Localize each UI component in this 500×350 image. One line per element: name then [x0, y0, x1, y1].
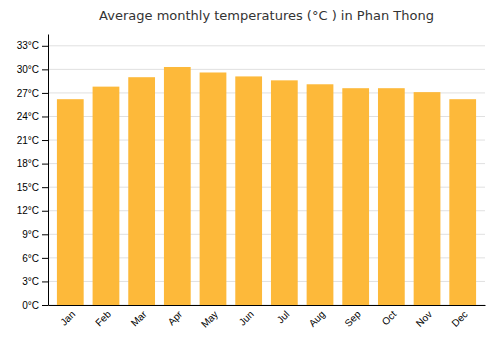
bar: [93, 87, 120, 305]
y-tick-mark: [42, 69, 48, 70]
x-tick: Dec: [449, 309, 469, 329]
y-tick-label: 33°C: [17, 40, 39, 51]
grid: [48, 46, 485, 305]
y-tick: 24°C: [17, 111, 48, 122]
y-axis: 0°C 3°C 6°C 9°C 12°C 15°C 18°C 21°C 24°C 27°C 30°C…: [17, 35, 49, 311]
x-tick: Apr: [166, 308, 185, 327]
y-tick-label: 24°C: [17, 111, 39, 122]
bar: [164, 67, 191, 305]
y-tick: 3°C: [22, 276, 48, 287]
bar: [414, 92, 441, 305]
grid-line: [48, 69, 485, 70]
y-tick-mark: [42, 234, 48, 235]
y-tick-label: 18°C: [17, 158, 39, 169]
bar: [449, 99, 476, 305]
x-tick: Feb: [93, 308, 113, 328]
y-tick-mark: [42, 46, 48, 47]
y-tick: 33°C: [17, 40, 48, 51]
x-tick: May: [199, 309, 220, 330]
title: Average monthly temperatures (°C ) in Ph…: [99, 8, 434, 23]
y-tick-mark: [42, 187, 48, 188]
x-tick: Nov: [414, 309, 434, 329]
x-tick-label: Oct: [380, 308, 399, 327]
y-tick-label: 21°C: [17, 135, 39, 146]
bar: [235, 76, 262, 305]
x-tick-label: Jan: [58, 309, 77, 328]
y-tick: 12°C: [17, 205, 48, 216]
y-tick-mark: [42, 258, 48, 259]
x-tick: Sep: [342, 308, 363, 329]
y-tick-label: 3°C: [22, 276, 39, 287]
y-tick: 27°C: [17, 88, 48, 99]
x-tick-label: Apr: [166, 308, 185, 327]
y-tick: 21°C: [17, 135, 48, 146]
y-axis-line: [48, 35, 49, 306]
y-tick-mark: [42, 164, 48, 165]
y-tick-mark: [42, 281, 48, 282]
y-tick-label: 9°C: [22, 229, 39, 240]
grid-line: [48, 45, 485, 46]
x-tick: Jun: [237, 309, 256, 328]
bars: [57, 67, 476, 305]
x-tick-label: Aug: [307, 309, 327, 329]
x-tick-label: Jul: [275, 309, 292, 326]
y-tick: 6°C: [22, 253, 48, 264]
x-tick-label: Feb: [93, 308, 113, 328]
x-axis-line: [49, 305, 486, 306]
bar: [128, 77, 155, 305]
x-axis: Jan Feb Mar Apr May Jun Jul Aug Sep Oct Nov Dec: [49, 306, 486, 330]
y-tick-mark: [42, 116, 48, 117]
y-tick-mark: [42, 211, 48, 212]
bar: [57, 99, 84, 305]
y-tick: 30°C: [17, 64, 48, 75]
y-tick-label: 30°C: [17, 64, 39, 75]
bar: [307, 84, 334, 305]
y-tick-label: 0°C: [22, 300, 39, 311]
bar: [271, 80, 298, 305]
x-tick-label: Mar: [129, 308, 149, 328]
bar: [342, 88, 369, 305]
y-tick-mark: [42, 93, 48, 94]
x-tick-label: Dec: [449, 309, 469, 329]
bar: [200, 72, 227, 305]
x-tick: Aug: [307, 309, 327, 329]
chart: 0°C 3°C 6°C 9°C 12°C 15°C 18°C 21°C 24°C 27°C 30°C…: [0, 0, 500, 350]
y-tick: 0°C: [22, 300, 48, 311]
x-tick: Jan: [58, 309, 77, 328]
y-tick-label: 12°C: [17, 205, 39, 216]
x-tick-label: Nov: [414, 309, 434, 329]
y-tick-label: 27°C: [17, 88, 39, 99]
x-tick-label: Jun: [237, 309, 256, 328]
bar: [378, 88, 405, 305]
x-tick: Mar: [129, 308, 149, 328]
x-tick-label: Sep: [342, 308, 363, 329]
x-tick-label: May: [199, 309, 220, 330]
y-tick: 15°C: [17, 182, 48, 193]
y-tick-mark: [42, 140, 48, 141]
y-tick-label: 6°C: [22, 253, 39, 264]
y-tick: 9°C: [22, 229, 48, 240]
y-tick-mark: [42, 305, 48, 306]
x-tick: Jul: [275, 309, 292, 326]
x-tick: Oct: [380, 308, 399, 327]
y-tick-label: 15°C: [17, 182, 39, 193]
y-tick: 18°C: [17, 158, 48, 169]
